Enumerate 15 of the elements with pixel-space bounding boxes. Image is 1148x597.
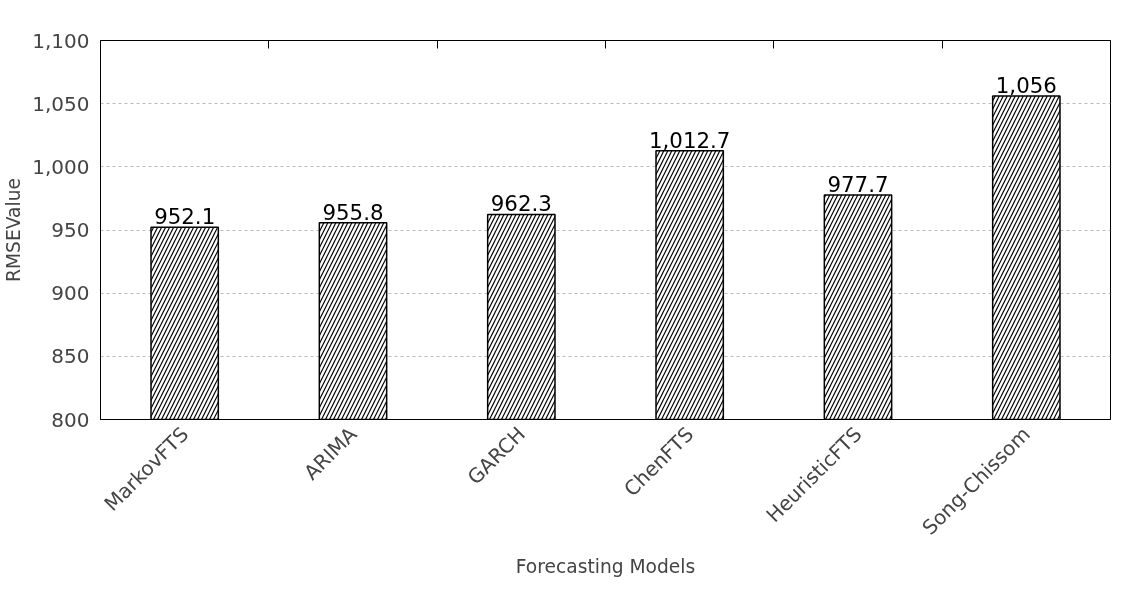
y-tick-label: 1,000 — [32, 154, 90, 179]
data-label: 1,056 — [995, 73, 1057, 99]
y-tick-label: 1,050 — [32, 91, 90, 116]
y-tick-label: 900 — [51, 281, 90, 306]
y-axis-title: RMSEValue — [3, 178, 25, 282]
y-tick-label: 850 — [51, 344, 90, 369]
y-tick-label: 950 — [51, 218, 90, 242]
data-label: 952.1 — [154, 204, 216, 230]
y-tick-label: 1,100 — [32, 28, 90, 53]
y-tick-label: 800 — [51, 407, 90, 432]
data-label: 955.8 — [322, 199, 384, 225]
data-label: 1,012.7 — [648, 127, 731, 153]
data-label: 977.7 — [827, 172, 889, 198]
x-axis-title: Forecasting Models — [515, 556, 696, 578]
data-label: 962.3 — [490, 191, 552, 217]
